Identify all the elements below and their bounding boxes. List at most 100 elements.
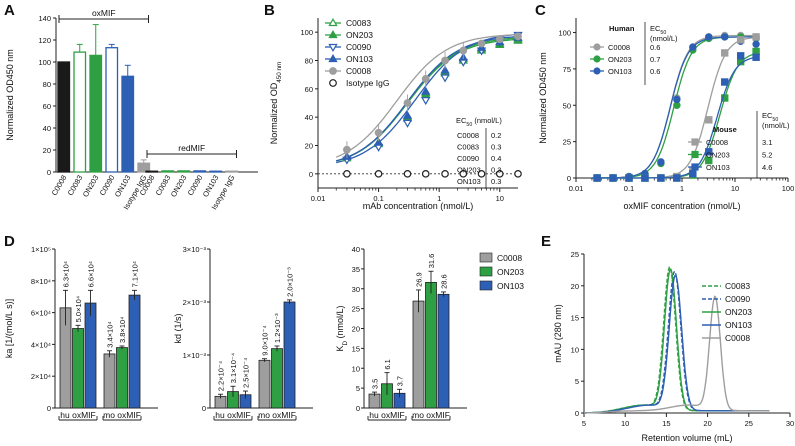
x-axis-label: oxMIF concentration (nmol/L) xyxy=(623,201,740,211)
bar xyxy=(84,302,97,409)
category-label: ON203 xyxy=(81,174,101,199)
data-point xyxy=(593,174,601,182)
bar-value-label: 3.4×10⁴ xyxy=(106,321,115,347)
ec50-row-value: 0.3 xyxy=(491,143,501,152)
ec50-row-name: C0090 xyxy=(457,154,479,163)
group-label: hu oxMIF xyxy=(369,410,404,420)
bar xyxy=(73,51,87,173)
legend-marker xyxy=(691,138,699,146)
bar xyxy=(128,294,141,409)
x-tick-label: 1 xyxy=(680,184,684,193)
legend-swatch xyxy=(479,266,493,277)
legend-marker xyxy=(328,30,338,39)
panel-label-b: B xyxy=(264,2,275,19)
y-axis-label: Normalized OD450 nm xyxy=(269,62,283,145)
panel-c-oxmif-binding-curves: 0 25 50 75 100 0.01 0.1 1 10 100 oxMIF concentrati… xyxy=(538,18,794,211)
legend-label: ON203 xyxy=(725,307,752,317)
x-axis-label: mAb concentration (nmol/L) xyxy=(363,201,474,211)
legend-label: C0008 xyxy=(608,43,630,52)
x-axis-label: Retention volume (mL) xyxy=(641,433,732,443)
bar-value-label: 2.0×10⁻³ xyxy=(286,267,295,297)
group-label: mo oxMIF xyxy=(103,410,141,420)
bar xyxy=(412,300,425,409)
bar xyxy=(57,61,71,173)
y-tick-label: 20 xyxy=(352,325,360,334)
data-point xyxy=(641,174,649,182)
ec50-row-value: 0.2 xyxy=(491,131,501,140)
ec50-row-name: ON203 xyxy=(457,166,481,175)
data-point xyxy=(421,75,430,83)
y-axis-label: KD (nmol/L) xyxy=(335,305,349,351)
x-tick-label: 10 xyxy=(621,419,629,428)
y-tick-label: 0 xyxy=(356,404,360,413)
y-tick-label: 40 xyxy=(43,124,51,133)
y-axis-label: kd (1/s) xyxy=(173,313,183,343)
fit-curve xyxy=(336,33,519,164)
data-point xyxy=(657,174,665,182)
data-point xyxy=(495,170,504,178)
x-tick-label: 30 xyxy=(786,419,794,428)
x-tick-label: 1 xyxy=(437,194,441,203)
y-tick-label: 4×10⁴ xyxy=(31,340,51,349)
y-tick-label: 40 xyxy=(352,245,360,254)
legend-ec50-value: 5.2 xyxy=(762,151,772,160)
legend-label: ON103 xyxy=(497,281,524,291)
data-point xyxy=(705,33,713,41)
data-point xyxy=(402,110,413,119)
bar-value-label: 28.6 xyxy=(440,274,449,289)
y-tick-label: 25 xyxy=(563,138,571,147)
x-tick-label: 0.1 xyxy=(373,194,383,203)
x-tick-label: 15 xyxy=(662,419,670,428)
panel-d-kd-nmol-bars: 0 5 10 15 20 25 30 35 40 KD (nmol/L) 3.5 6.1 3.7 hu o… xyxy=(335,245,524,421)
group-label: mo oxMIF xyxy=(258,410,296,420)
bar xyxy=(258,359,271,409)
legend-marker xyxy=(328,54,338,63)
x-tick-label: 10 xyxy=(731,184,739,193)
bar xyxy=(121,75,135,173)
y-tick-label: 50 xyxy=(563,101,571,110)
legend-ec50-value: 0.6 xyxy=(650,43,660,52)
mouse-ec50-header: EC50 xyxy=(762,111,778,123)
y-tick-label: 35 xyxy=(352,265,360,274)
y-tick-label: 15 xyxy=(571,314,579,323)
bar xyxy=(283,301,296,409)
panel-label-a: A xyxy=(4,2,15,19)
y-tick-label: 5 xyxy=(575,377,579,386)
y-tick-label: 0 xyxy=(309,170,313,179)
group-label: hu oxMIF xyxy=(215,410,250,420)
legend-label: C0008 xyxy=(346,66,371,76)
x-tick-label: 0.1 xyxy=(624,184,634,193)
ec50-table-header: EC50 (nmol/L) xyxy=(456,116,502,128)
bar-value-label: 31.6 xyxy=(427,254,436,269)
bar xyxy=(116,347,128,409)
y-axis-label: mAU (280 nm) xyxy=(553,304,563,363)
x-tick-label: 10 xyxy=(496,194,504,203)
y-axis-label: Normalized OD450 nm xyxy=(538,52,548,144)
y-tick-label: 1×10⁻³ xyxy=(183,351,207,360)
bar xyxy=(209,170,223,173)
data-point xyxy=(477,39,486,48)
y-tick-label: 20 xyxy=(43,146,51,155)
legend-marker xyxy=(593,43,601,51)
data-point xyxy=(736,36,745,44)
y-tick-label: 20 xyxy=(305,142,313,151)
bar xyxy=(105,47,119,173)
data-point xyxy=(459,46,468,55)
y-tick-label: 75 xyxy=(563,65,571,74)
panel-d-kd-bars: 0 1×10⁻³ 2×10⁻³ 3×10⁻³ kd (1/s) 2.2×10⁻⁴ 3.1×1… xyxy=(173,245,313,421)
x-tick-label: 5 xyxy=(582,419,586,428)
data-point xyxy=(477,170,486,178)
bar-value-label: 9.0×10⁻⁴ xyxy=(261,325,270,355)
y-tick-label: 0 xyxy=(47,168,51,177)
legend-label: ON103 xyxy=(608,67,632,76)
data-point xyxy=(374,170,383,178)
data-point xyxy=(459,170,468,178)
legend-label: C0008 xyxy=(497,253,522,263)
bar xyxy=(437,293,450,409)
ec50-row-value: 0.3 xyxy=(491,177,501,186)
bar xyxy=(225,170,239,173)
group-label: mo oxMIF xyxy=(412,410,450,420)
legend-marker xyxy=(328,18,338,27)
